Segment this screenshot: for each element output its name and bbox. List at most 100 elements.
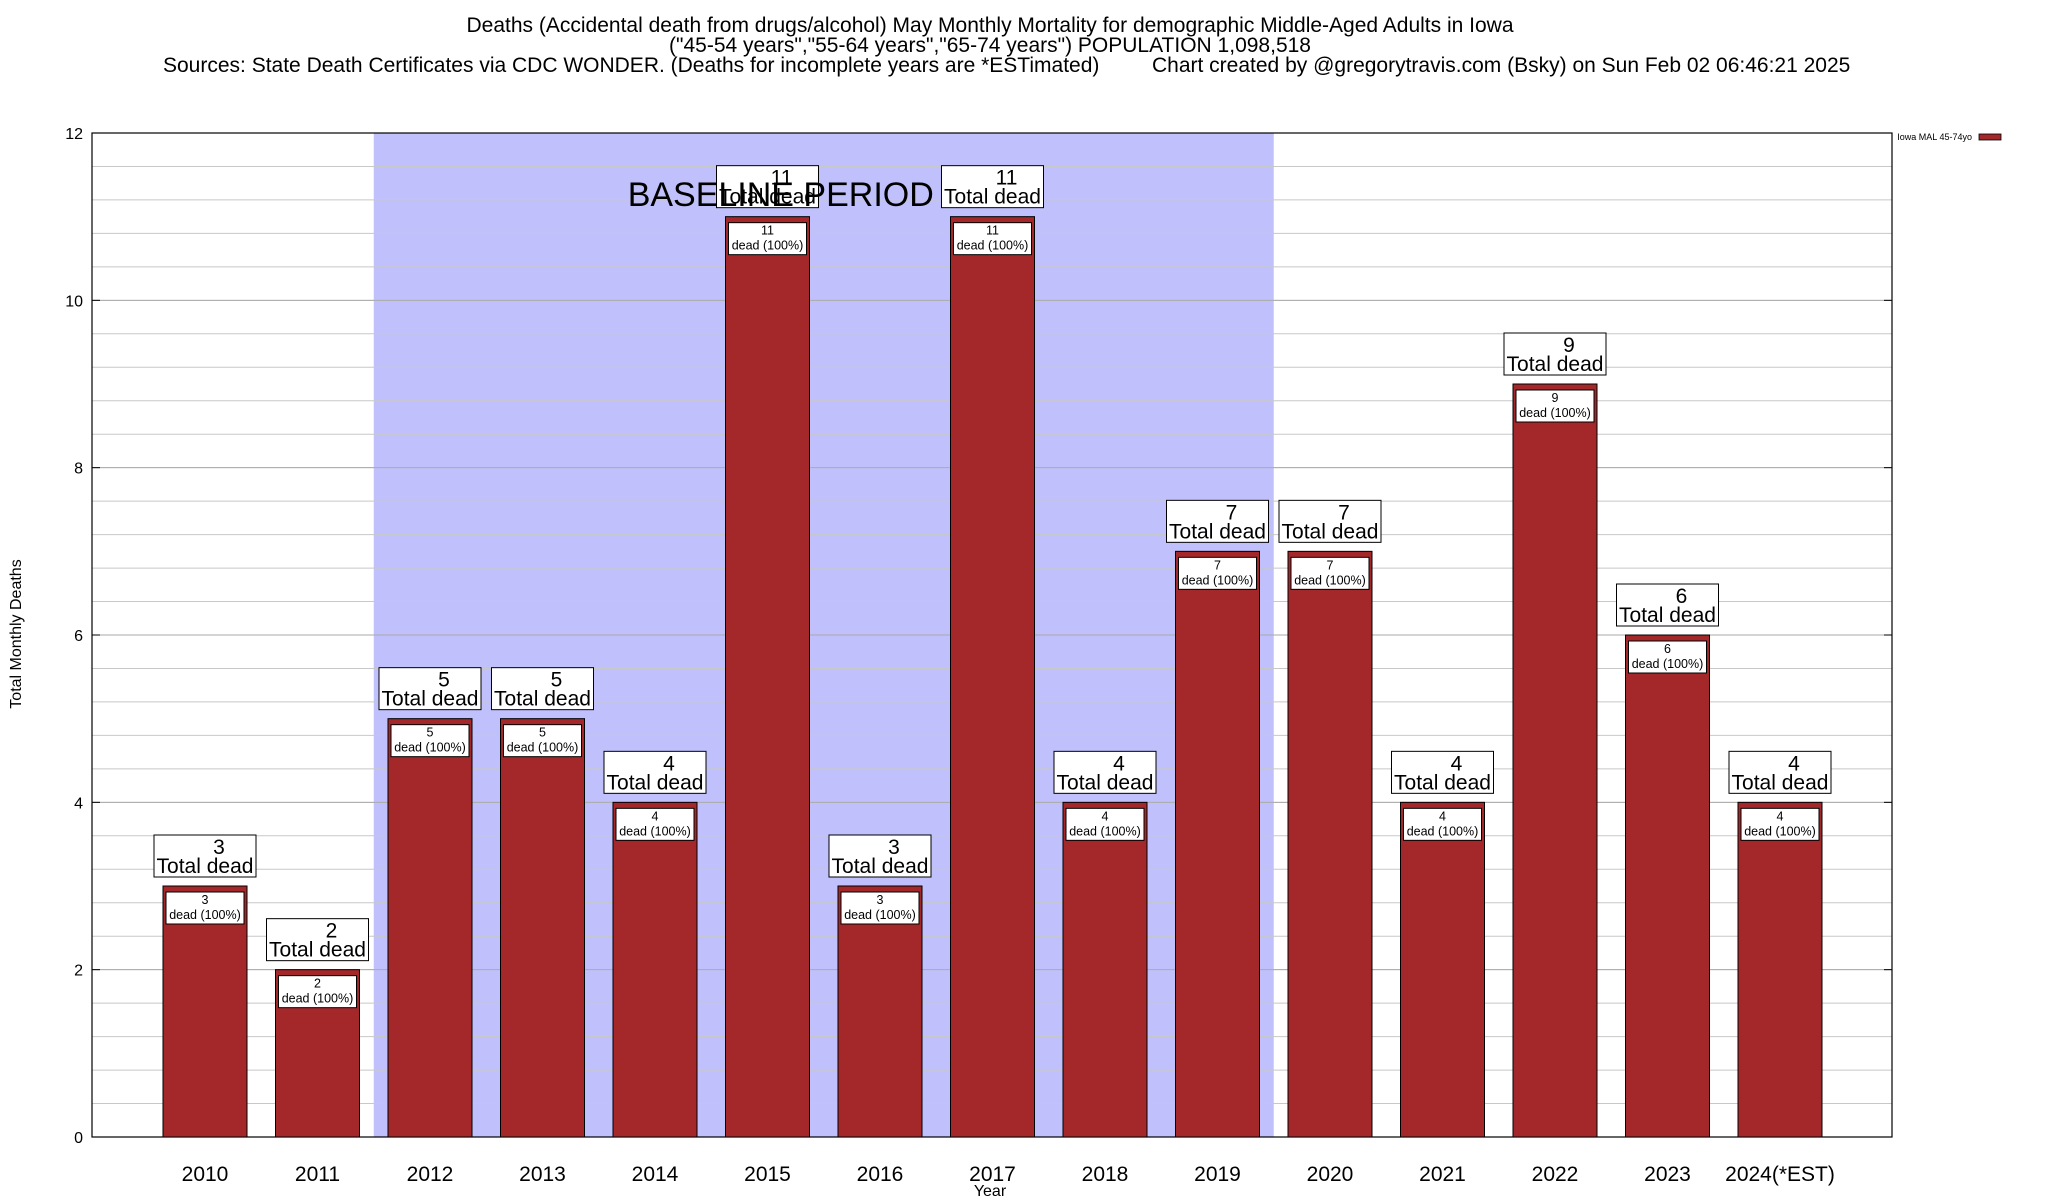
- top-label-value: 4: [1788, 752, 1800, 775]
- top-label-text: Total dead: [1282, 520, 1379, 543]
- inner-label-text: dead (100%): [732, 239, 804, 253]
- bar: [162, 885, 248, 1138]
- top-label-box: [1503, 332, 1607, 376]
- top-label-value: 4: [1451, 752, 1463, 775]
- inner-label-text: dead (100%): [957, 239, 1029, 253]
- inner-label-box: [1740, 807, 1820, 841]
- inner-label-text: dead (100%): [169, 908, 241, 922]
- bar: [837, 885, 923, 1138]
- x-tick-label: 2013: [519, 1163, 566, 1186]
- x-tick-label: 2019: [1194, 1163, 1241, 1186]
- inner-label-text: dead (100%): [507, 741, 579, 755]
- x-tick-label: 2016: [857, 1163, 904, 1186]
- top-label-text: Total dead: [157, 855, 254, 878]
- top-label-text: Total dead: [1619, 604, 1716, 627]
- inner-label-value: 4: [1439, 809, 1446, 823]
- top-label-text: Total dead: [1732, 771, 1829, 794]
- inner-label-text: dead (100%): [1069, 824, 1141, 838]
- inner-label-box: [165, 891, 245, 925]
- bar: [725, 216, 810, 1138]
- inner-label-value: 4: [652, 809, 659, 823]
- inner-label-box: [1290, 556, 1370, 590]
- top-label-value: 4: [663, 752, 675, 775]
- y-tick-label: 6: [74, 628, 83, 645]
- top-label-box: [1053, 750, 1157, 794]
- inner-label-value: 4: [1102, 809, 1109, 823]
- x-tick-label: 2023: [1644, 1163, 1691, 1186]
- legend-label: Iowa MAL 45-74yo: [1897, 132, 1972, 142]
- inner-label-box: [840, 891, 920, 925]
- inner-label-value: 6: [1664, 642, 1671, 656]
- inner-label-value: 3: [202, 893, 209, 907]
- top-label-value: 2: [326, 920, 338, 943]
- inner-label-box: [1403, 807, 1482, 841]
- chart-credit-line: Chart created by @gregorytravis.com (Bsk…: [1152, 54, 1850, 77]
- inner-label-text: dead (100%): [1182, 573, 1254, 587]
- x-tick-label: 2018: [1082, 1163, 1129, 1186]
- y-tick-label: 8: [74, 461, 83, 478]
- top-label-value: 7: [1226, 501, 1238, 524]
- legend: Iowa MAL 45-74yo: [1897, 132, 2002, 142]
- y-tick-label: 0: [74, 1130, 83, 1147]
- inner-label-value: 9: [1552, 391, 1559, 405]
- inner-label-text: dead (100%): [1632, 657, 1704, 671]
- bar-layer: [162, 216, 1823, 1138]
- top-label-box: [1728, 750, 1832, 794]
- inner-label-text: dead (100%): [844, 908, 916, 922]
- inner-label-value: 7: [1327, 558, 1334, 572]
- inner-label-text: dead (100%): [1407, 824, 1479, 838]
- top-label-text: Total dead: [1507, 353, 1604, 376]
- top-label-value: 4: [1113, 752, 1125, 775]
- inner-label-box: [390, 724, 470, 758]
- inner-label-value: 3: [877, 893, 884, 907]
- top-label-box: [378, 667, 482, 711]
- axis-layer: 0 2 4 6 8 10 12 2010 2011 2012 2013 2014 2015 2016 201…: [65, 126, 1892, 1186]
- top-label-text: Total dead: [1169, 520, 1266, 543]
- x-tick-label: 2022: [1532, 1163, 1579, 1186]
- top-label-text: Total dead: [1057, 771, 1154, 794]
- x-tick-label: 2011: [295, 1163, 340, 1186]
- bar: [387, 718, 473, 1138]
- top-label-box: [1391, 750, 1494, 794]
- top-label-text: Total dead: [1394, 771, 1491, 794]
- inner-label-text: dead (100%): [394, 741, 466, 755]
- legend-swatch: [1978, 133, 2002, 141]
- top-label-box: [266, 918, 369, 962]
- top-label-text: Total dead: [607, 771, 704, 794]
- bar: [1175, 550, 1260, 1138]
- top-label-value: 5: [438, 669, 450, 692]
- top-label-value: 9: [1563, 334, 1575, 357]
- inner-label-value: 5: [427, 726, 434, 740]
- chart-title: Deaths (Accidental death from drugs/alco…: [467, 14, 1514, 37]
- inner-label-box: [615, 807, 695, 841]
- top-label-box: [491, 667, 594, 711]
- bar: [1062, 801, 1148, 1138]
- y-tick-label: 2: [74, 963, 83, 980]
- top-label-text: Total dead: [382, 688, 479, 711]
- top-label-text: Total dead: [269, 939, 366, 962]
- bar: [1400, 801, 1485, 1138]
- top-label-text: Total dead: [719, 186, 816, 209]
- top-label-value: 7: [1338, 501, 1350, 524]
- baseline-period-label: BASELINE PERIOD: [628, 176, 934, 214]
- inner-label-box: [1515, 389, 1595, 423]
- inner-label-value: 7: [1214, 558, 1221, 572]
- chart-source-line: Sources: State Death Certificates via CD…: [163, 54, 1099, 77]
- inner-label-value: 4: [1777, 809, 1784, 823]
- bar: [1512, 383, 1598, 1138]
- bar: [1625, 634, 1710, 1138]
- x-tick-label: 2021: [1419, 1163, 1466, 1186]
- y-tick-label: 10: [65, 293, 83, 310]
- top-label-text: Total dead: [944, 186, 1041, 209]
- x-tick-label: 2015: [744, 1163, 791, 1186]
- bar: [1737, 801, 1823, 1138]
- inner-label-box: [1628, 640, 1707, 674]
- top-label-box: [153, 834, 257, 878]
- bar: [612, 801, 698, 1138]
- inner-label-box: [953, 222, 1032, 256]
- top-label-box: [1166, 499, 1269, 543]
- inner-label-text: dead (100%): [282, 992, 354, 1006]
- inner-label-value: 11: [986, 224, 999, 238]
- x-tick-label: 2014: [632, 1163, 679, 1186]
